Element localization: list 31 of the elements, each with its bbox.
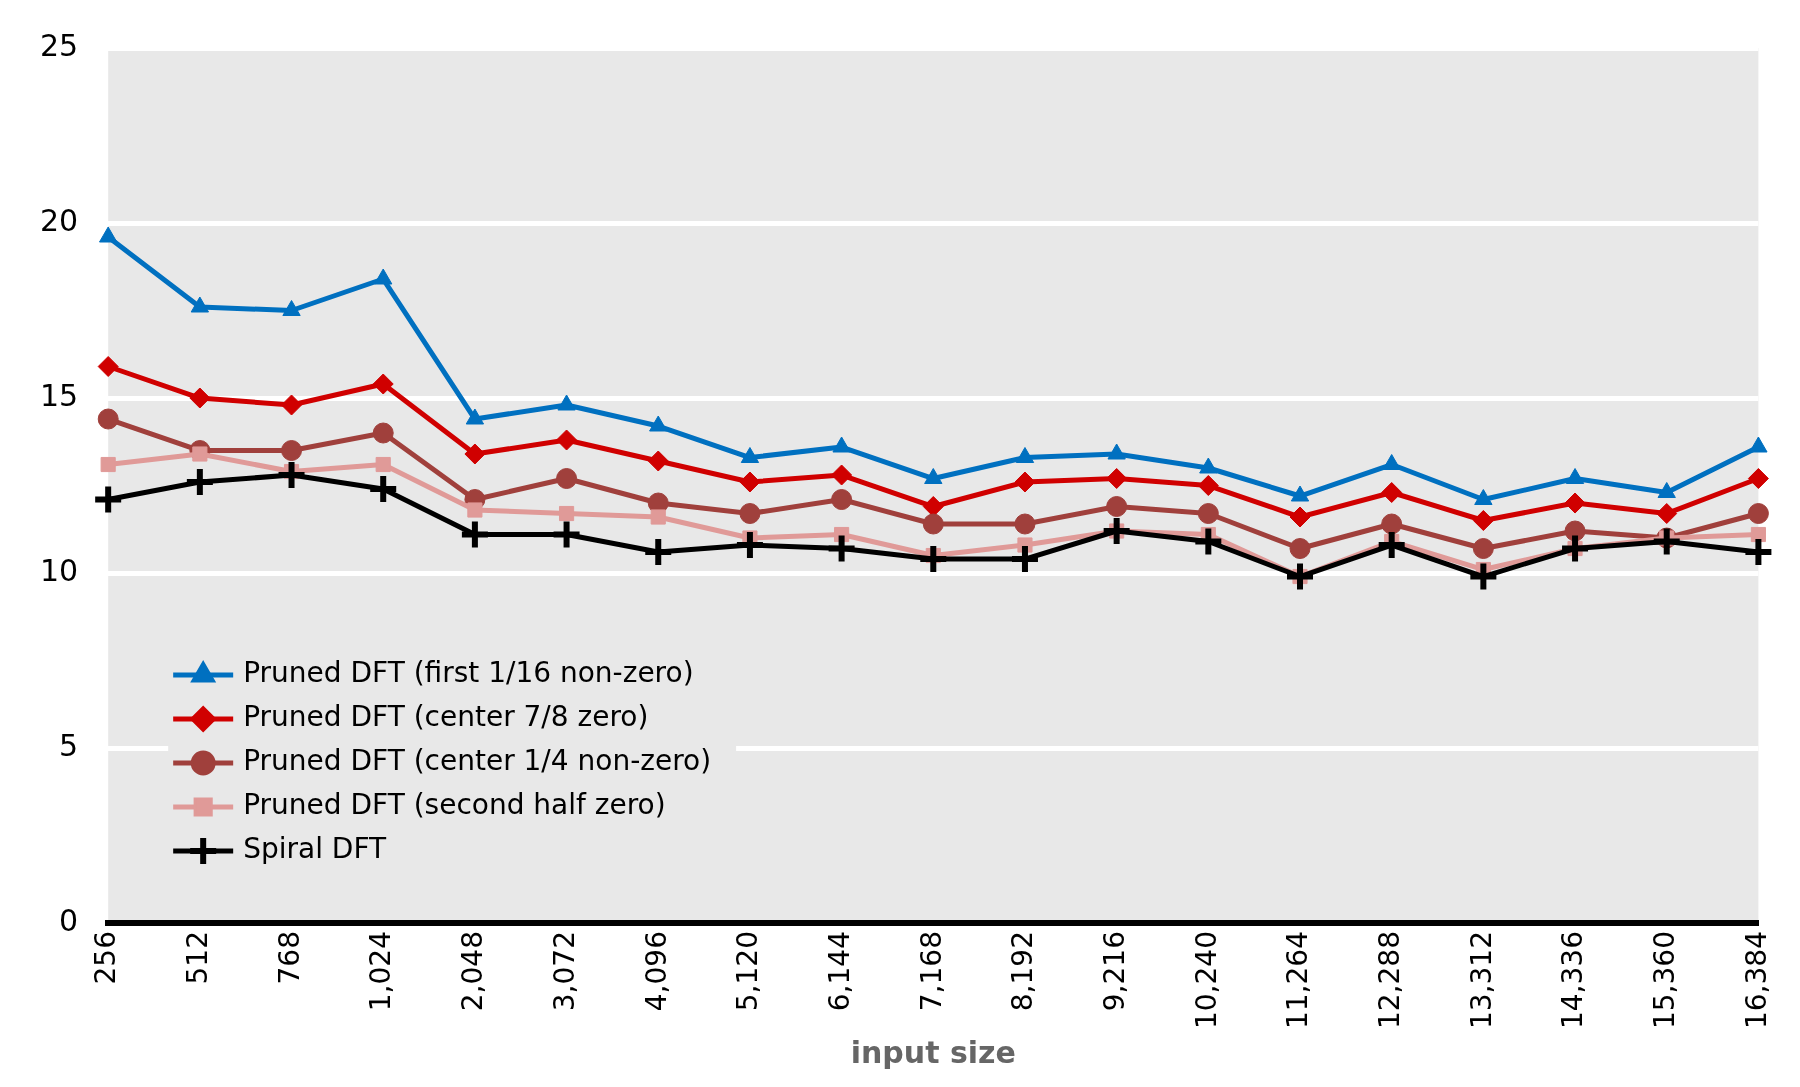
x-tick-label: 13,312 (1464, 931, 1498, 1030)
y-tick-label: 5 (59, 727, 79, 763)
x-tick-label: 4,096 (639, 931, 673, 1012)
x-tick-label: 1,024 (364, 931, 398, 1012)
x-tick-label: 7,168 (914, 931, 948, 1012)
legend-label: Pruned DFT (center 1/4 non-zero) (243, 744, 712, 778)
x-tick-label: 14,336 (1556, 931, 1590, 1030)
y-tick-label: 15 (39, 377, 79, 413)
x-tick-label: 256 (89, 931, 123, 985)
x-tick-label: 3,072 (547, 931, 581, 1012)
x-tick-label: 5,120 (731, 931, 765, 1012)
x-tick-label: 12,288 (1372, 931, 1406, 1030)
x-axis-title: input size (850, 1034, 1016, 1070)
x-tick-label: 9,216 (1097, 931, 1131, 1012)
legend-label: Pruned DFT (center 7/8 zero) (243, 700, 649, 734)
x-tick-label: 16,384 (1739, 931, 1773, 1030)
y-tick-label: 10 (39, 552, 79, 588)
x-tick-label: 15,360 (1648, 931, 1681, 1030)
legend-label: Pruned DFT (second half zero) (243, 788, 666, 822)
y-tick-label: 25 (39, 27, 79, 63)
y-tick-label: 0 (59, 902, 79, 938)
x-tick-label: 512 (181, 931, 215, 985)
x-tick-label: 11,264 (1281, 931, 1315, 1030)
x-tick-label: 2,048 (456, 931, 490, 1012)
x-tick-label: 6,144 (822, 931, 856, 1012)
x-tick-label: 10,240 (1189, 931, 1223, 1030)
x-tick-label: 8,192 (1006, 931, 1040, 1012)
legend-label: Spiral DFT (243, 832, 388, 866)
legend-label: Pruned DFT (first 1/16 non-zero) (243, 656, 694, 690)
y-tick-label: 20 (39, 202, 79, 238)
x-tick-label: 768 (272, 931, 306, 985)
